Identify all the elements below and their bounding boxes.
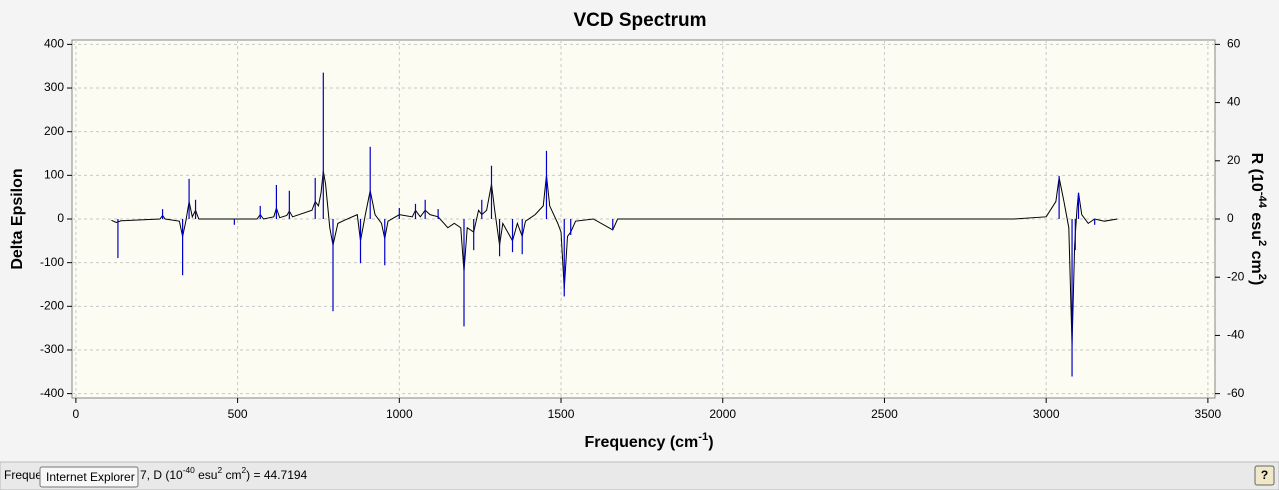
label-part: 2: [242, 465, 247, 475]
y2-axis-label: R (10-44 esu2 cm2): [1248, 153, 1268, 286]
x-tick-label: 2000: [709, 407, 736, 421]
label-part: cm: [1248, 246, 1265, 274]
y-tick-label: 100: [44, 168, 64, 182]
y2-tick-label: -60: [1227, 386, 1245, 400]
tooltip-box: [39, 466, 139, 488]
y2-tick-label: -20: [1227, 269, 1245, 283]
x-tick-label: 3000: [1033, 407, 1060, 421]
tooltip: Internet Explorer: [46, 470, 135, 484]
label-part: -44: [1256, 192, 1268, 209]
x-axis-label: Frequency (cm-1): [584, 431, 713, 451]
help-button[interactable]: [1254, 465, 1275, 486]
y-tick-label: -100: [40, 255, 64, 269]
y-axis-label: Delta Epsilon: [9, 168, 26, 269]
label-part: -1: [698, 431, 708, 443]
x-tick-label: 500: [228, 407, 248, 421]
spectrum-curve: [111, 170, 1118, 346]
x-tick-label: 1000: [386, 407, 413, 421]
x-tick-label: 3500: [1195, 407, 1222, 421]
status-prefix: Freque: [4, 468, 42, 482]
y-tick-label: -200: [40, 298, 64, 312]
status-bar: [0, 461, 1279, 490]
x-tick-label: 2500: [871, 407, 898, 421]
label-part: ): [708, 434, 713, 451]
y2-tick-label: 20: [1227, 153, 1241, 167]
y-tick-label: 200: [44, 124, 64, 138]
label-part: 7, D (10: [140, 468, 183, 482]
y-tick-label: -300: [40, 342, 64, 356]
x-tick-label: 1500: [548, 407, 575, 421]
y-tick-label: -400: [40, 386, 64, 400]
chart-title: VCD Spectrum: [573, 10, 706, 31]
y-tick-label: 0: [57, 211, 64, 225]
y2-tick-label: 60: [1227, 37, 1241, 51]
y-tick-label: 400: [44, 37, 64, 51]
y-tick-label: 300: [44, 80, 64, 94]
y2-tick-label: 40: [1227, 95, 1241, 109]
x-tick-label: 0: [73, 407, 80, 421]
label-part: 2: [217, 465, 222, 475]
label-part: esu: [1248, 208, 1265, 240]
label-part: cm: [222, 468, 241, 482]
label-part: esu: [195, 468, 218, 482]
label-part: ): [1248, 280, 1265, 285]
label-part: R (10: [1248, 153, 1265, 192]
y2-tick-label: 0: [1227, 211, 1234, 225]
label-part: Frequency (cm: [584, 434, 698, 451]
help-icon[interactable]: ?: [1261, 468, 1268, 482]
y2-tick-label: -40: [1227, 328, 1245, 342]
status-text: 7, D (10-40 esu2 cm2) = 44.7194: [140, 465, 308, 482]
label-part: ) = 44.7194: [246, 468, 307, 482]
label-part: 2: [1256, 274, 1268, 280]
label-part: 2: [1256, 240, 1268, 246]
label-part: -40: [183, 465, 195, 475]
